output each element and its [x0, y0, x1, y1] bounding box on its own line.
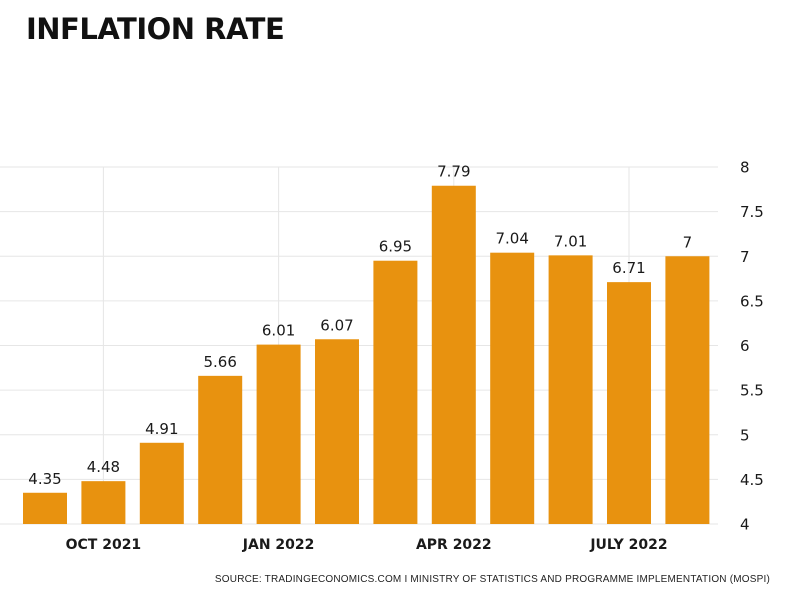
data-label: 4.48 — [87, 458, 120, 476]
data-label: 7 — [683, 233, 693, 251]
data-label: 7.01 — [554, 232, 587, 250]
bar-oct-2021 — [81, 481, 126, 524]
bar-jun-2022 — [548, 255, 593, 525]
y-tick-label: 7 — [740, 248, 750, 266]
data-label: 6.07 — [320, 316, 353, 334]
data-label: 6.95 — [379, 238, 412, 256]
bar-dec-2021 — [198, 375, 243, 524]
data-label: 6.71 — [612, 259, 645, 277]
bar-jan-2022 — [256, 344, 301, 524]
y-tick-label: 5.5 — [740, 382, 764, 400]
chart-title: INFLATION RATE — [26, 12, 285, 46]
data-label: 5.66 — [203, 353, 236, 371]
y-tick-label: 8 — [740, 159, 750, 177]
x-tick-label: APR 2022 — [416, 537, 492, 553]
bar-feb-2022 — [315, 339, 359, 524]
data-label: 4.35 — [28, 470, 61, 488]
x-tick-label: JULY 2022 — [589, 537, 667, 553]
y-tick-label: 6 — [740, 337, 750, 355]
source-note: SOURCE: TRADINGECONOMICS.COM I MINISTRY … — [214, 574, 770, 585]
y-tick-label: 4 — [740, 516, 750, 534]
bar-nov-2021 — [139, 442, 184, 524]
y-tick-label: 6.5 — [740, 292, 764, 310]
data-label: 7.04 — [495, 230, 528, 248]
data-label: 4.91 — [145, 420, 178, 438]
bar-aug-2022 — [665, 256, 710, 524]
y-tick-label: 7.5 — [740, 203, 764, 221]
data-label: 7.79 — [437, 163, 470, 181]
data-label: 6.01 — [262, 322, 295, 340]
bar-may-2022 — [490, 252, 535, 524]
x-tick-label: JAN 2022 — [242, 537, 315, 553]
y-tick-label: 4.5 — [740, 471, 764, 489]
y-tick-label: 5 — [740, 426, 750, 444]
bar-apr-2022 — [431, 185, 476, 524]
bar-jul-2022 — [607, 282, 651, 524]
bar-sep-2021 — [23, 492, 67, 524]
x-tick-label: OCT 2021 — [66, 537, 142, 553]
bar-mar-2022 — [373, 260, 418, 524]
